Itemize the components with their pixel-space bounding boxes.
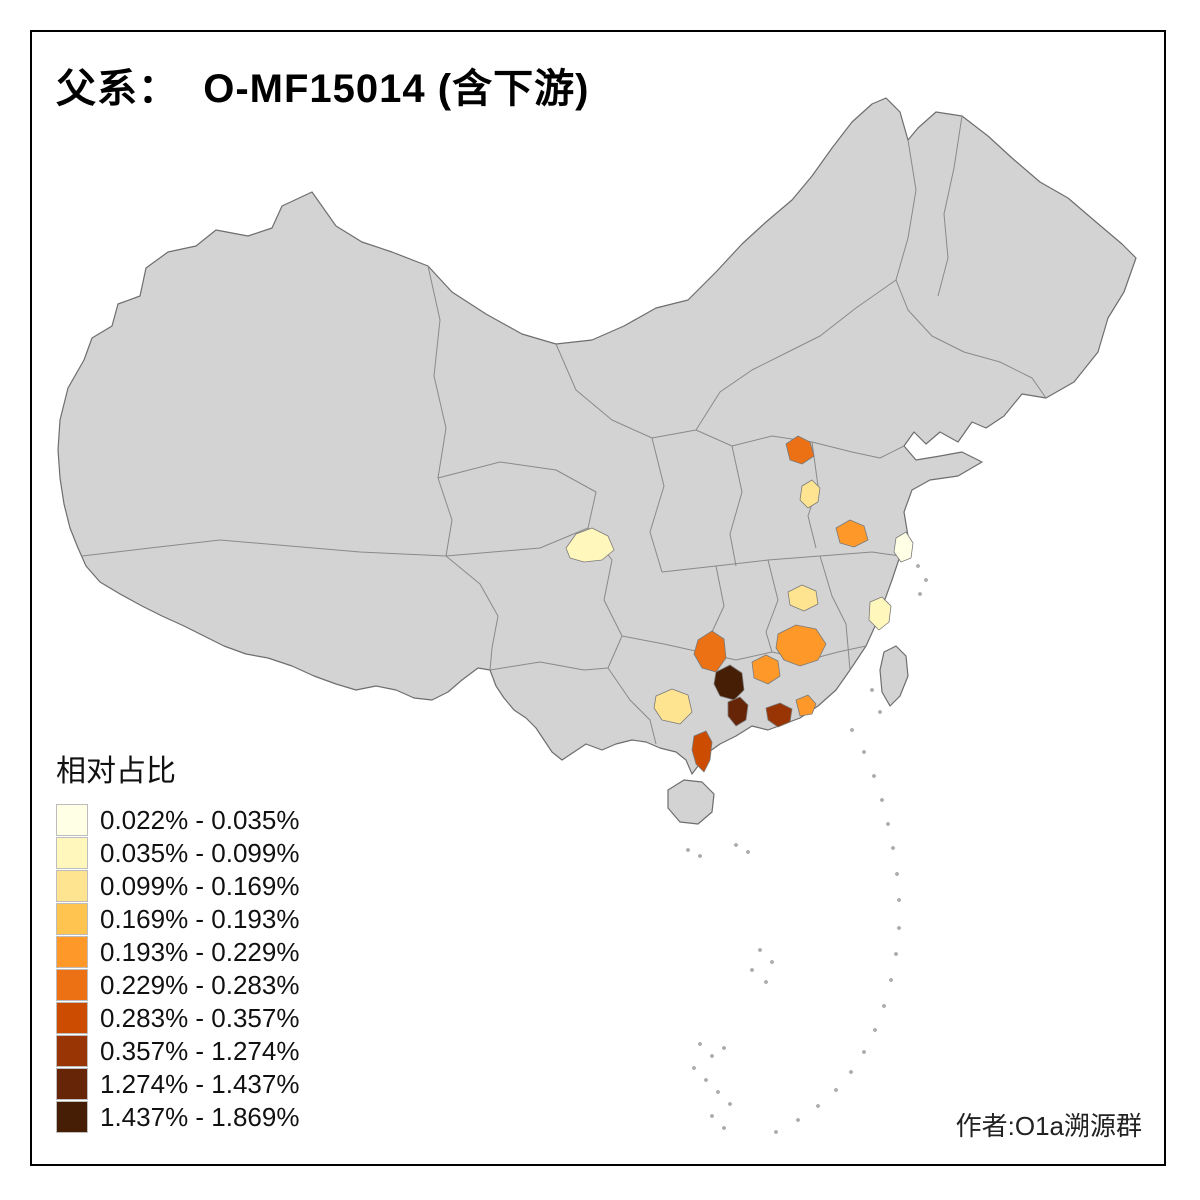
taiwan-island [879,645,909,707]
legend-range-label: 0.169% - 0.193% [100,903,300,934]
region-central-henan [799,479,821,509]
legend-item: 0.035% - 0.099% [56,837,299,869]
hainan-island [667,779,715,825]
region-jiangxi-west [775,624,827,667]
region-north-henan [785,435,815,465]
south-china-sea-islands [686,564,928,1134]
region-guangxi-central [653,688,693,725]
region-zhejiang-coast [868,596,892,631]
region-jiangsu-anhui [835,519,869,548]
legend-item: 0.229% - 0.283% [56,969,299,1001]
region-leizhou-peninsula [691,730,713,773]
legend-item: 0.283% - 0.357% [56,1002,299,1034]
legend-swatch [56,1035,88,1067]
legend-swatch [56,870,88,902]
legend-swatch [56,837,88,869]
region-hubei [787,584,819,612]
region-guangdong-east [795,694,817,717]
legend-item: 1.437% - 1.869% [56,1101,299,1133]
legend: 相对占比 0.022% - 0.035% 0.035% - 0.099% 0.0… [56,746,299,1134]
china-mainland [57,97,1137,775]
legend-swatch [56,1002,88,1034]
legend-range-label: 0.283% - 0.357% [100,1002,300,1033]
legend-swatch [56,1101,88,1133]
legend-item: 0.357% - 1.274% [56,1035,299,1067]
region-hunan-south [751,654,781,685]
province-boundaries [81,115,1047,745]
legend-item: 0.169% - 0.193% [56,903,299,935]
legend-swatch [56,804,88,836]
legend-item: 1.274% - 1.437% [56,1068,299,1100]
legend-range-label: 1.437% - 1.869% [100,1101,300,1132]
region-sichuan-chengdu [565,527,615,563]
region-shanghai-suzhou [893,531,914,563]
region-pearl-river-delta [765,702,793,728]
legend-range-label: 0.229% - 0.283% [100,969,300,1000]
legend-range-label: 0.035% - 0.099% [100,837,300,868]
legend-swatch [56,936,88,968]
legend-item: 0.099% - 0.169% [56,870,299,902]
legend-range-label: 1.274% - 1.437% [100,1068,300,1099]
legend-swatch [56,903,88,935]
region-guizhou-guangxi-border [713,664,745,701]
region-hunan-west [693,630,727,673]
legend-swatch [56,1068,88,1100]
legend-range-label: 0.193% - 0.229% [100,936,300,967]
legend-range-label: 0.022% - 0.035% [100,804,300,835]
plot-border [30,30,1166,1166]
legend-range-label: 0.357% - 1.274% [100,1035,300,1066]
choropleth-regions [565,435,914,773]
legend-swatch [56,969,88,1001]
legend-item: 0.193% - 0.229% [56,936,299,968]
author-credit: 作者:O1a溯源群 [955,1111,1142,1141]
legend-title: 相对占比 [56,755,176,788]
legend-item: 0.022% - 0.035% [56,804,299,836]
legend-range-label: 0.099% - 0.169% [100,870,300,901]
region-guangxi-east [727,696,749,727]
page-title: 父系： O-MF15014 (含下游) [56,67,590,111]
